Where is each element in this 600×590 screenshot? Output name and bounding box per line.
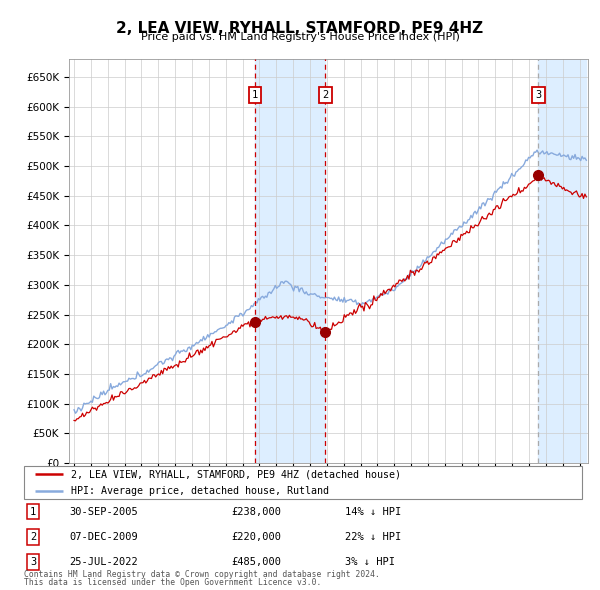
Text: Contains HM Land Registry data © Crown copyright and database right 2024.: Contains HM Land Registry data © Crown c… (24, 571, 380, 579)
Text: 3: 3 (535, 90, 542, 100)
Text: 2, LEA VIEW, RYHALL, STAMFORD, PE9 4HZ (detached house): 2, LEA VIEW, RYHALL, STAMFORD, PE9 4HZ (… (71, 469, 401, 479)
Text: £220,000: £220,000 (231, 532, 281, 542)
Bar (538, 59, 586, 463)
Text: £238,000: £238,000 (231, 507, 281, 516)
Text: 3: 3 (30, 558, 36, 567)
Text: 07-DEC-2009: 07-DEC-2009 (69, 532, 138, 542)
Text: 2, LEA VIEW, RYHALL, STAMFORD, PE9 4HZ: 2, LEA VIEW, RYHALL, STAMFORD, PE9 4HZ (116, 21, 484, 35)
Text: This data is licensed under the Open Government Licence v3.0.: This data is licensed under the Open Gov… (24, 578, 322, 587)
Bar (255, 59, 325, 463)
Text: 14% ↓ HPI: 14% ↓ HPI (345, 507, 401, 516)
Text: 1: 1 (252, 90, 259, 100)
Text: 30-SEP-2005: 30-SEP-2005 (69, 507, 138, 516)
Text: 22% ↓ HPI: 22% ↓ HPI (345, 532, 401, 542)
Text: 2: 2 (30, 532, 36, 542)
Text: HPI: Average price, detached house, Rutland: HPI: Average price, detached house, Rutl… (71, 486, 329, 496)
FancyBboxPatch shape (24, 466, 582, 499)
Text: 2: 2 (322, 90, 329, 100)
Text: 1: 1 (30, 507, 36, 516)
Text: Price paid vs. HM Land Registry's House Price Index (HPI): Price paid vs. HM Land Registry's House … (140, 32, 460, 42)
Text: 3% ↓ HPI: 3% ↓ HPI (345, 558, 395, 567)
Text: 25-JUL-2022: 25-JUL-2022 (69, 558, 138, 567)
Text: £485,000: £485,000 (231, 558, 281, 567)
